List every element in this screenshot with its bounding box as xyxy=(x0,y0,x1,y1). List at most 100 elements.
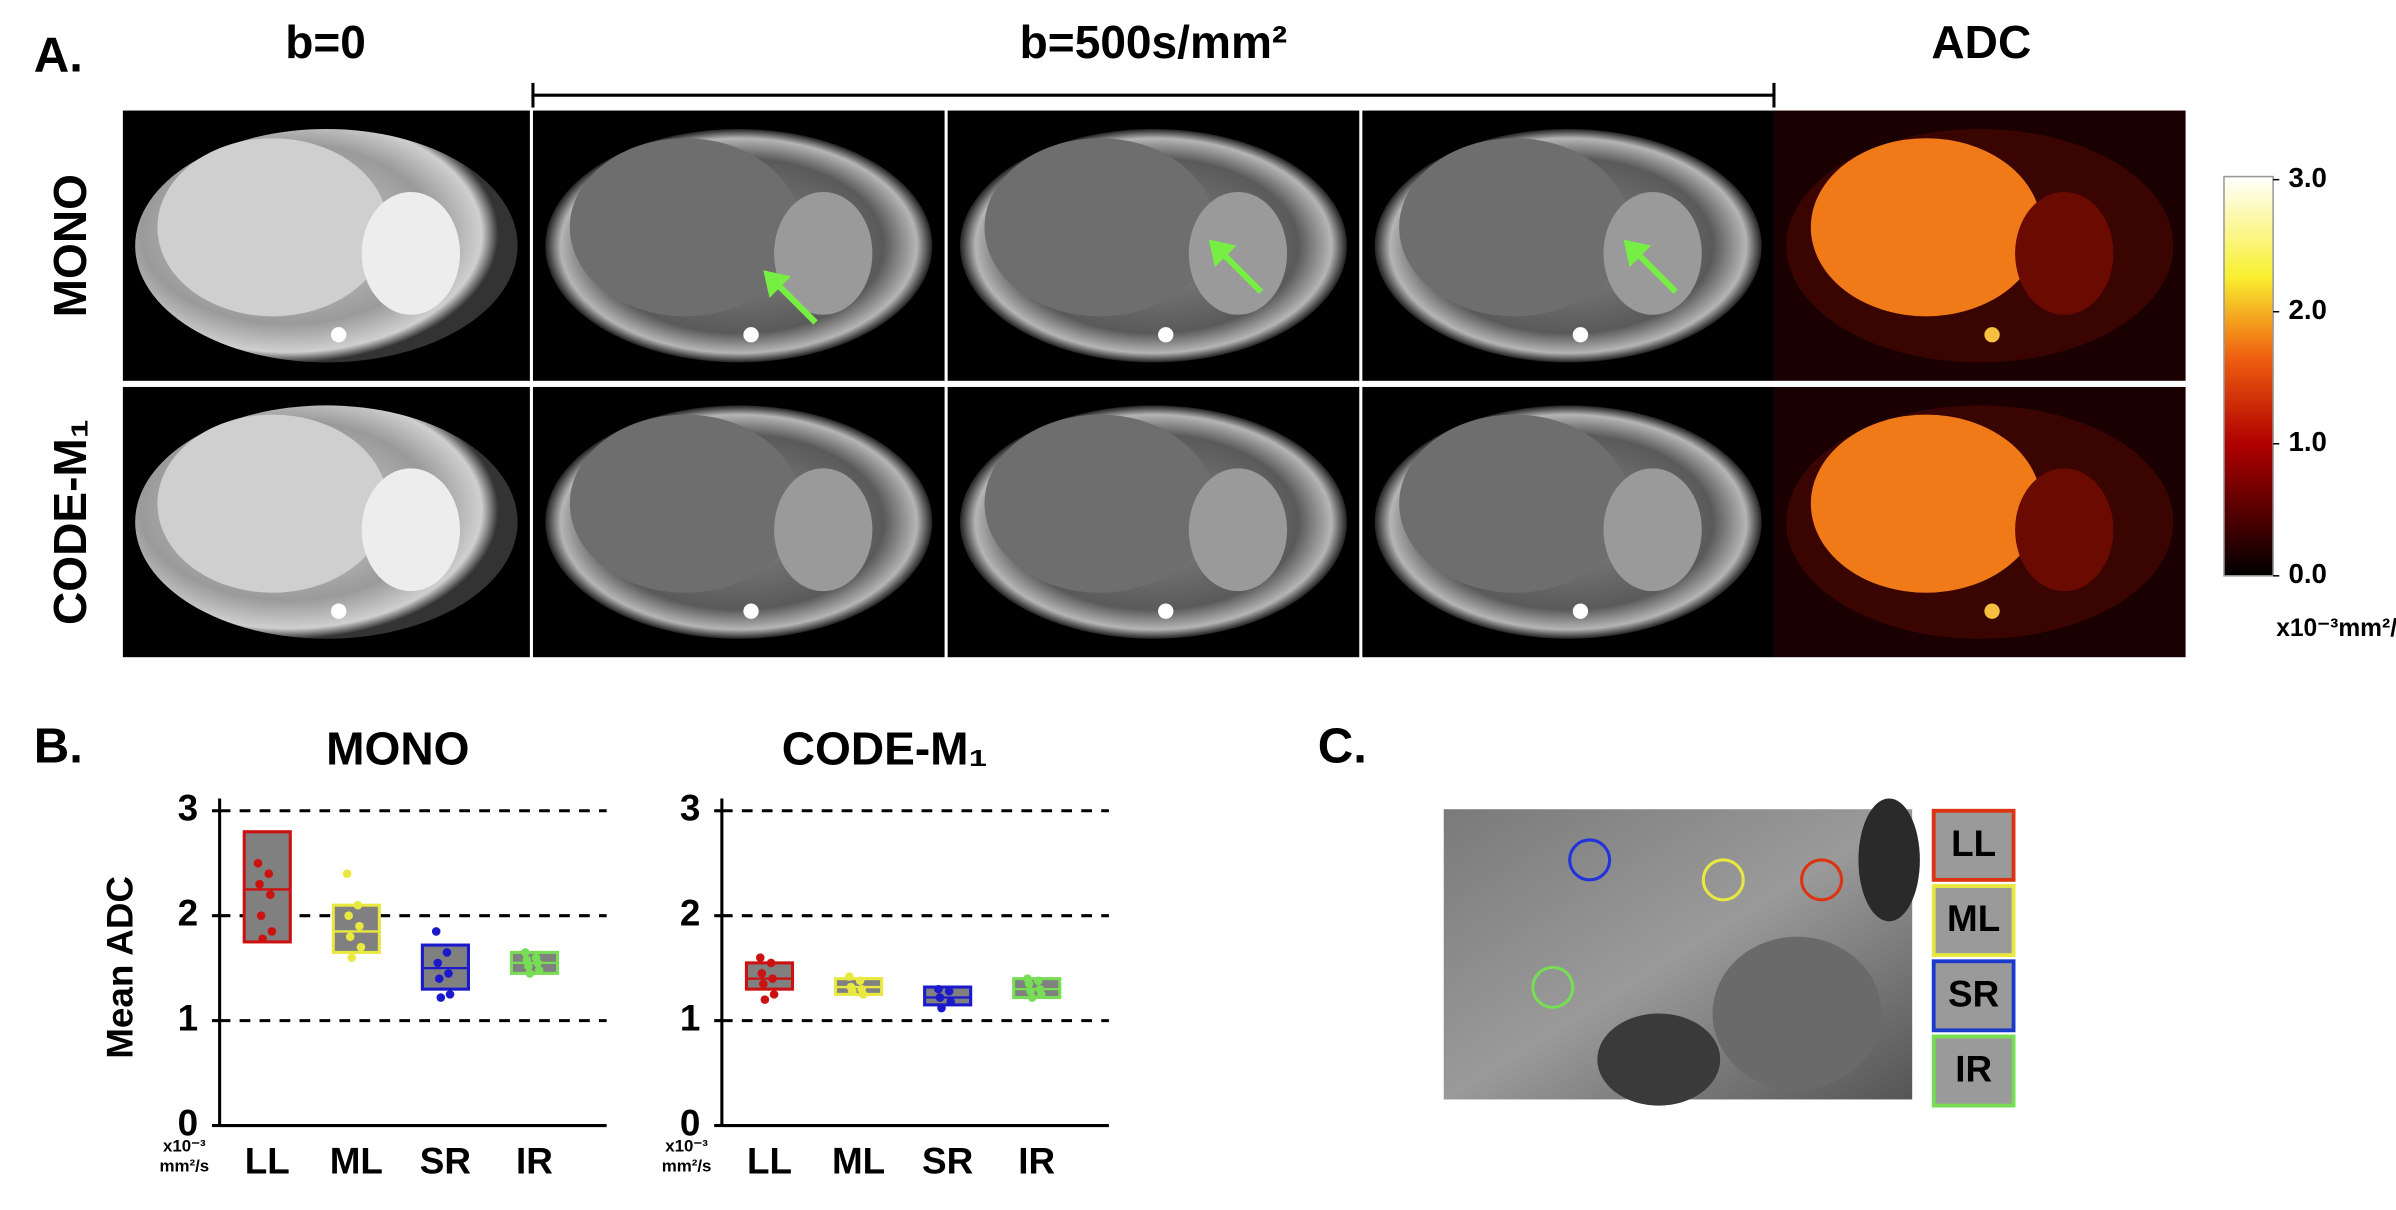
y-tick-label: 1 xyxy=(178,997,199,1038)
data-point xyxy=(264,869,274,879)
data-point xyxy=(533,958,542,968)
spine xyxy=(330,603,347,619)
spine xyxy=(743,327,759,343)
y-axis-label: Mean ADC xyxy=(100,876,141,1059)
spine xyxy=(1984,327,2000,343)
panel-label: A. xyxy=(34,28,83,82)
data-point xyxy=(760,995,770,1004)
data-point xyxy=(766,958,776,968)
y-tick-label: 3 xyxy=(178,787,199,828)
x-tick-label: IR xyxy=(516,1141,553,1182)
stomach xyxy=(361,468,461,592)
data-point xyxy=(848,986,857,996)
data-point xyxy=(935,993,945,1002)
stomach xyxy=(1603,191,1702,315)
x-tick-label: ML xyxy=(330,1141,383,1182)
column-header: b=500s/mm² xyxy=(1020,16,1288,68)
arrow-head xyxy=(1208,239,1237,268)
stomach xyxy=(1188,468,1288,592)
data-point xyxy=(845,972,854,981)
roi-legend-label: ML xyxy=(1947,898,2000,939)
data-point xyxy=(1033,976,1043,986)
x-tick-label: ML xyxy=(832,1141,885,1182)
arrow-head xyxy=(1623,239,1652,268)
data-point xyxy=(347,953,357,962)
roi-legend-box xyxy=(1931,1034,2016,1108)
stomach xyxy=(1188,191,1288,315)
colorbar-unit: x10⁻³mm²/s xyxy=(2276,615,2396,642)
unit-label: mm²/s xyxy=(662,1156,712,1175)
column-header: b=0 xyxy=(285,16,366,68)
spine xyxy=(330,327,347,343)
unit-label: x10⁻³ xyxy=(163,1137,206,1156)
data-point xyxy=(769,990,779,999)
data-point xyxy=(445,990,455,999)
row-label: CODE-M₁ xyxy=(44,419,96,625)
data-point xyxy=(266,890,275,900)
box xyxy=(744,961,795,991)
panel-b: B. Mean ADC xyxy=(34,719,141,1058)
data-point xyxy=(355,921,364,931)
y-tick-label: 1 xyxy=(680,997,701,1038)
chart-title: MONO xyxy=(326,723,469,775)
data-point xyxy=(345,932,355,941)
spine xyxy=(1984,603,2000,619)
y-tick-label: 0 xyxy=(680,1102,701,1143)
liver xyxy=(157,138,388,317)
data-point xyxy=(342,869,352,879)
roi-legend-box xyxy=(1931,959,2016,1033)
liver xyxy=(157,414,388,593)
spine xyxy=(1158,603,1174,619)
data-point xyxy=(768,974,777,983)
stomach xyxy=(774,191,873,315)
data-point xyxy=(436,993,446,1002)
liver xyxy=(1810,414,2042,593)
y-tick-label: 2 xyxy=(178,892,199,933)
image-grid xyxy=(122,110,2186,658)
liver xyxy=(1810,138,2042,317)
box xyxy=(242,830,292,944)
roi-circles xyxy=(1531,838,1844,1009)
x-tick-label: IR xyxy=(1018,1141,1055,1182)
liver xyxy=(1399,414,1630,593)
spine xyxy=(743,603,759,619)
roi-legend-label: SR xyxy=(1948,973,1999,1014)
image-detail xyxy=(1712,936,1882,1091)
stomach xyxy=(2015,191,2114,315)
data-point xyxy=(356,942,366,952)
data-point xyxy=(433,958,443,968)
data-point xyxy=(253,858,263,868)
data-point xyxy=(344,911,353,920)
x-tick-label: SR xyxy=(420,1141,471,1182)
data-point xyxy=(255,879,264,889)
y-tick-label: 2 xyxy=(680,892,701,933)
roi-legend-box xyxy=(1931,808,2016,882)
x-tick-label: SR xyxy=(922,1141,973,1182)
spine xyxy=(1572,327,1589,343)
panel-label: C. xyxy=(1318,719,1367,773)
x-tick-label: LL xyxy=(245,1141,290,1182)
image-detail xyxy=(1597,1013,1721,1106)
data-point xyxy=(525,969,535,978)
liver xyxy=(984,138,1215,317)
unit-label: x10⁻³ xyxy=(665,1137,708,1156)
panel-label: B. xyxy=(34,719,83,773)
stomach xyxy=(774,468,873,592)
row-label: MONO xyxy=(44,174,96,317)
panel-c: C. xyxy=(1318,719,1920,1106)
data-point xyxy=(524,961,533,971)
colorbar-tick-label: 0.0 xyxy=(2288,558,2326,589)
data-point xyxy=(444,969,453,978)
data-point xyxy=(1027,993,1037,1002)
y-tick-label: 0 xyxy=(178,1102,199,1143)
liver xyxy=(569,138,801,317)
data-point xyxy=(858,990,868,999)
data-point xyxy=(937,1003,946,1013)
colorbar xyxy=(2223,175,2274,577)
bracket xyxy=(531,82,1776,108)
data-point xyxy=(759,979,768,989)
data-point xyxy=(258,934,267,944)
stomach xyxy=(2015,468,2114,592)
data-point xyxy=(353,900,363,910)
data-point xyxy=(1037,990,1046,999)
